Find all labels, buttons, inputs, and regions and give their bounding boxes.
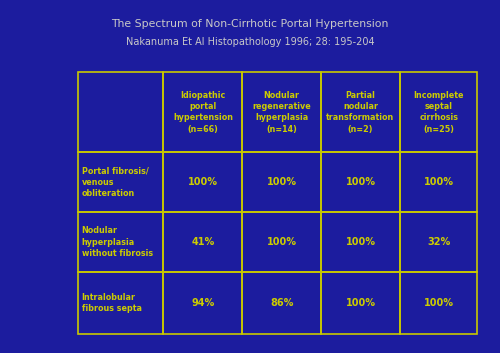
Text: Partial
nodular
transformation
(n=2): Partial nodular transformation (n=2)	[326, 90, 394, 134]
Text: 100%: 100%	[266, 237, 296, 247]
Text: 100%: 100%	[266, 177, 296, 187]
Text: 100%: 100%	[346, 177, 376, 187]
Text: 100%: 100%	[188, 177, 218, 187]
Text: Nodular
hyperplasia
without fibrosis: Nodular hyperplasia without fibrosis	[82, 226, 152, 258]
Text: Portal fibrosis/
venous
obliteration: Portal fibrosis/ venous obliteration	[82, 166, 148, 198]
Text: 100%: 100%	[346, 298, 376, 308]
Text: Nodular
regenerative
hyperplasia
(n=14): Nodular regenerative hyperplasia (n=14)	[252, 90, 311, 134]
Text: Idiopathic
portal
hypertension
(n=66): Idiopathic portal hypertension (n=66)	[173, 90, 233, 134]
Text: 32%: 32%	[427, 237, 450, 247]
Text: 100%: 100%	[346, 237, 376, 247]
Text: 100%: 100%	[424, 298, 454, 308]
Text: Incomplete
septal
cirrhosis
(n=25): Incomplete septal cirrhosis (n=25)	[414, 90, 464, 134]
Text: 41%: 41%	[192, 237, 214, 247]
Text: 100%: 100%	[424, 177, 454, 187]
Text: 94%: 94%	[192, 298, 214, 308]
Text: Nakanuma Et Al Histopathology 1996; 28: 195-204: Nakanuma Et Al Histopathology 1996; 28: …	[126, 37, 374, 47]
Text: The Spectrum of Non-Cirrhotic Portal Hypertension: The Spectrum of Non-Cirrhotic Portal Hyp…	[112, 19, 388, 29]
Text: 86%: 86%	[270, 298, 293, 308]
Text: Intralobular
fibrous septa: Intralobular fibrous septa	[82, 293, 142, 313]
